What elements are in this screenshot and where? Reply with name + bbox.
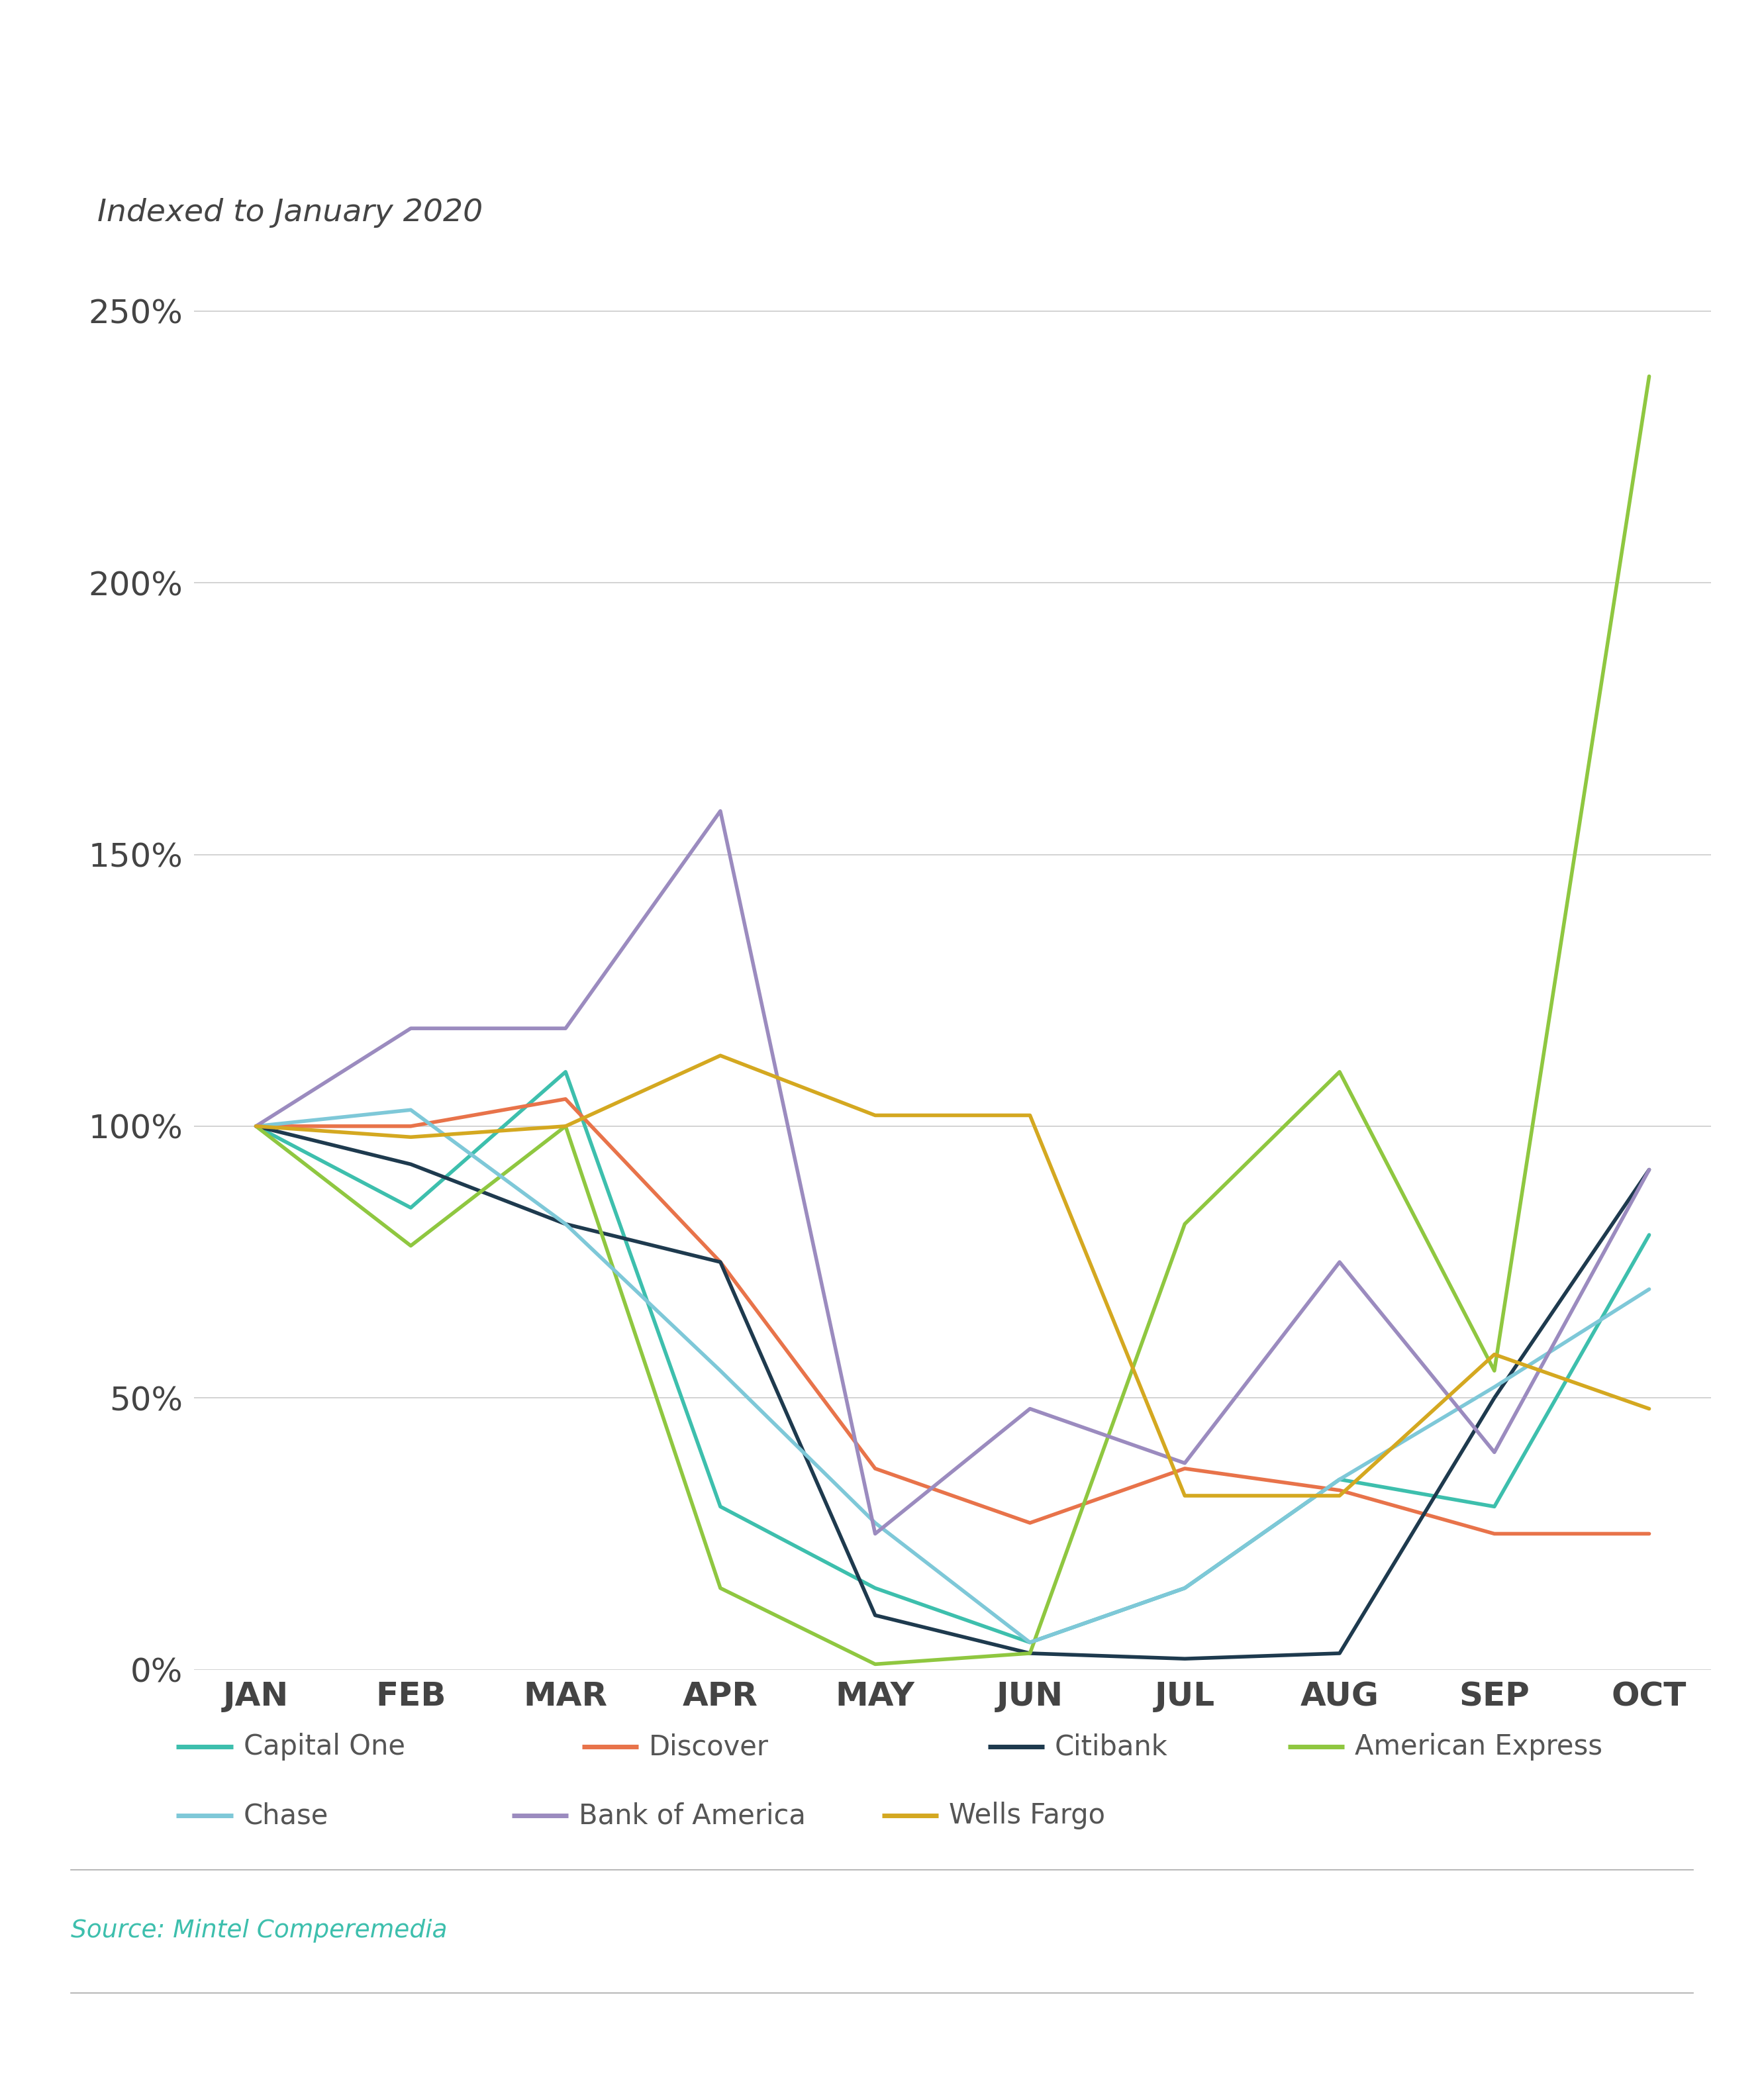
Text: Discover: Discover [649, 1732, 769, 1761]
Text: Indexed to January 2020: Indexed to January 2020 [97, 198, 483, 227]
Text: Chase: Chase [243, 1801, 328, 1830]
Text: Citibank: Citibank [1055, 1732, 1168, 1761]
Text: Capital One: Capital One [243, 1732, 406, 1761]
Text: Source: Mintel Comperemedia: Source: Mintel Comperemedia [71, 1918, 446, 1943]
Text: American Express: American Express [1355, 1732, 1602, 1761]
Text: Wells Fargo: Wells Fargo [949, 1801, 1106, 1830]
Text: Bank of America: Bank of America [579, 1801, 806, 1830]
Text: TOP CARD ISSUERS - 2020 MONTHLY MAIL VOLUME INDEX: TOP CARD ISSUERS - 2020 MONTHLY MAIL VOL… [44, 56, 1686, 106]
